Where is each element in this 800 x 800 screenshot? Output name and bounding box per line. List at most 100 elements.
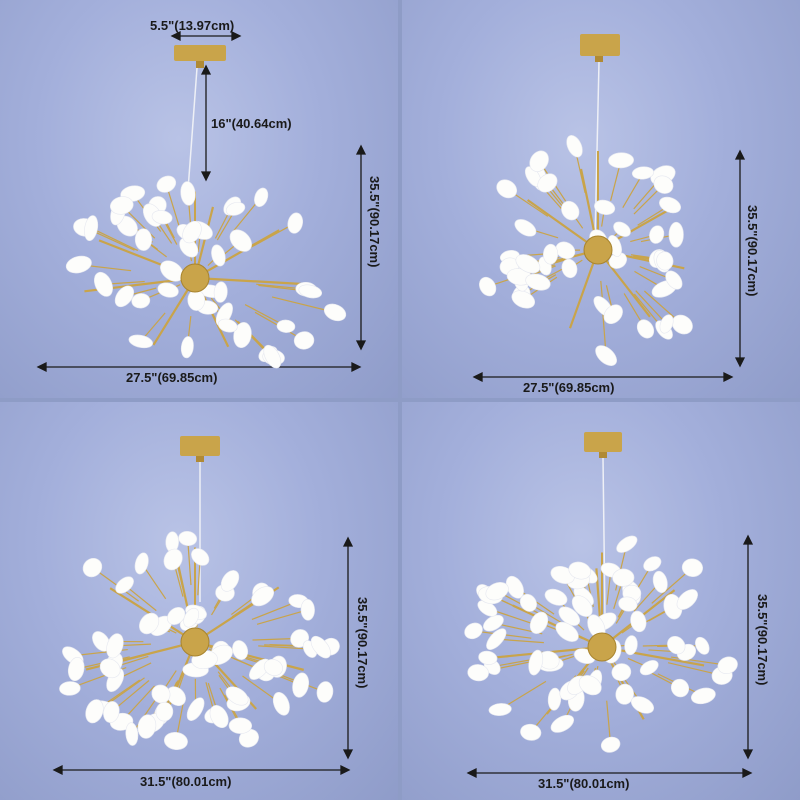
height-label: 35.5"(90.17cm) [755, 594, 770, 686]
branch [187, 538, 192, 586]
suspension-wire-1 [187, 67, 198, 191]
leaf-shade [211, 244, 226, 267]
center-hub [583, 235, 613, 265]
leaf-shade [630, 696, 655, 714]
leaf-shade [167, 607, 186, 625]
leaf-shade [653, 175, 674, 194]
leaf-shade [131, 293, 151, 309]
leaf-shade [251, 586, 275, 607]
leaf-shade [220, 570, 240, 592]
leaf-shade [134, 552, 149, 575]
leaf-shade [618, 596, 638, 612]
chandelier-photo-2: 35.5"(90.17cm) 27.5"(69.85cm) [402, 0, 800, 398]
leaf-shade [155, 701, 174, 722]
light-shades [59, 530, 340, 751]
leaf-shade [254, 187, 269, 207]
branch [496, 638, 544, 644]
leaf-shade [316, 681, 334, 703]
leaf-shade [276, 319, 296, 333]
width-label: 27.5"(69.85cm) [523, 380, 615, 395]
leaf-shade [566, 135, 583, 158]
leaf-shade [263, 659, 283, 676]
leaf-shade [157, 282, 179, 298]
leaf-shade [555, 241, 576, 260]
leaf-shade [151, 210, 173, 225]
leaf-shade [571, 595, 593, 617]
top-width-label: 5.5"(13.97cm) [150, 18, 235, 33]
leaf-shade [213, 281, 228, 303]
leaf-shade [630, 610, 647, 633]
leaf-shade [578, 675, 602, 696]
leaf-shade [600, 736, 621, 753]
leaf-shade [225, 686, 249, 706]
light-shades [464, 535, 738, 753]
leaf-shade [511, 290, 536, 309]
leaf-shade [639, 660, 659, 676]
leaf-shade [464, 622, 483, 640]
leaf-shade [225, 201, 246, 216]
leaf-shade [568, 561, 592, 580]
dimension-lines-4 [466, 534, 754, 779]
leaf-shade [496, 179, 518, 199]
leaf-shade [323, 303, 347, 322]
leaf-shade [519, 593, 537, 612]
leaf-shade [636, 319, 655, 339]
leaf-shade [667, 636, 686, 655]
leaf-shade [665, 270, 683, 290]
leaf-shade [300, 599, 315, 621]
leaf-shade [263, 344, 282, 369]
leaf-shade [550, 714, 575, 733]
leaf-shade [537, 173, 558, 193]
leaf-shade [613, 221, 631, 237]
leaf-shade [594, 199, 616, 215]
leaf-shade [603, 304, 623, 325]
leaf-shade [178, 530, 198, 546]
leaf-shade [59, 681, 81, 696]
canopy-4 [584, 432, 622, 458]
canopy-2 [580, 34, 620, 62]
leaf-shade [229, 229, 252, 252]
leaf-shade [93, 271, 113, 297]
height-label: 35.5"(90.17cm) [745, 205, 760, 297]
leaf-shade [670, 678, 690, 698]
chandelier-frame [65, 175, 347, 369]
leaf-shade [550, 565, 575, 584]
chandelier-frame [59, 530, 340, 751]
leaf-shade [103, 701, 120, 723]
leaf-shade [233, 322, 252, 348]
leaf-shade [612, 568, 635, 587]
chandelier-photo-4: 35.5"(90.17cm) 31.5"(80.01cm) [402, 402, 800, 800]
leaf-shade [478, 650, 498, 665]
light-shades [65, 175, 347, 369]
leaf-shade [191, 548, 210, 566]
leaf-shade [209, 705, 229, 729]
leaf-shade [483, 614, 504, 632]
branch [90, 227, 139, 252]
leaf-shade [681, 558, 703, 577]
chandelier-4-graphic [464, 432, 754, 779]
chandelier-frame [464, 535, 738, 753]
leaf-shade [85, 699, 104, 724]
leaf-shade [652, 570, 668, 593]
leaf-shade [156, 175, 177, 193]
leaf-shade [217, 318, 238, 333]
leaf-shade [631, 166, 654, 180]
leaf-shade [287, 212, 304, 234]
branch [124, 584, 157, 612]
leaf-shade [180, 181, 196, 206]
chandelier-2-graphic [472, 34, 746, 383]
canopy-3 [180, 436, 220, 462]
leaf-shade [310, 635, 331, 659]
leaf-shade [187, 289, 206, 311]
drop-length-label: 16"(40.64cm) [211, 116, 292, 131]
height-label: 35.5"(90.17cm) [355, 597, 370, 689]
height-label: 35.5"(90.17cm) [367, 176, 382, 268]
leaf-shade [656, 251, 674, 271]
main-arm [194, 276, 308, 286]
leaf-shade [232, 640, 249, 660]
leaf-shade [544, 588, 568, 606]
leaf-shade [595, 345, 617, 366]
leaf-shade [228, 717, 253, 734]
leaf-shade [182, 220, 202, 244]
leaf-shade [139, 612, 160, 635]
